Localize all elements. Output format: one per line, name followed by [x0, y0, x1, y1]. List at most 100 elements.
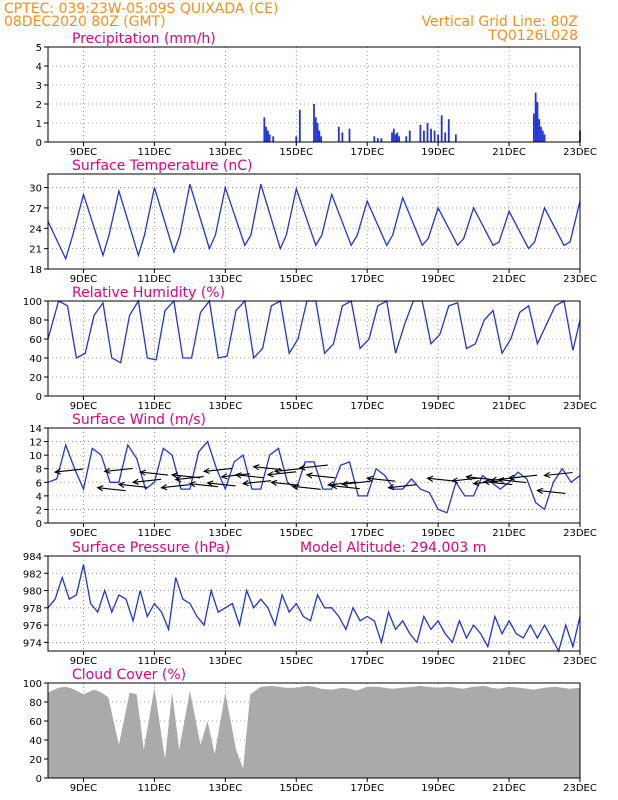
wind-arrow-head — [536, 487, 544, 495]
wind-xtick-label: 15DEC — [279, 528, 313, 539]
precip-xtick-label: 19DEC — [421, 147, 455, 158]
wind-arrow-head — [482, 479, 491, 486]
wind-ytick-label: 12 — [29, 438, 42, 449]
precip-bar — [405, 136, 408, 142]
wind-arrow — [104, 467, 133, 472]
wind-arrow — [175, 476, 204, 481]
temperature-panel: Surface Temperature (nC) 18 21 24 27 30 9DEC 11… — [29, 158, 597, 285]
cloud-xtick-label: 9DEC — [70, 783, 97, 794]
wind-arrow-head — [305, 472, 313, 479]
humidity-panel: Relative Humidity (%) 0 20 40 60 80 100 9DEC 11D… — [23, 285, 597, 412]
wind-arrow-head — [160, 484, 168, 491]
header-source-coords: CPTEC: 039:23W-05:09S QUIXADA (CE) — [4, 1, 279, 17]
precip-xtick-label: 9DEC — [70, 147, 97, 158]
wind-arrow — [544, 471, 573, 477]
wind-arrow — [367, 477, 396, 482]
precip-bar — [272, 136, 275, 142]
cloud-frame — [47, 682, 581, 779]
wind-arrow — [221, 473, 250, 478]
cloud-xtick-label: 13DEC — [208, 783, 242, 794]
wind-arrow — [452, 477, 481, 482]
temperature-xtick-label: 11DEC — [138, 274, 172, 285]
wind-arrow-head — [270, 479, 278, 486]
wind-arrow — [207, 482, 236, 487]
precip-bar — [430, 128, 432, 142]
precip-bar — [316, 123, 319, 142]
wind-ytick-label: 6 — [36, 478, 42, 489]
precip-bar — [376, 138, 379, 142]
wind-xtick-label: 9DEC — [70, 528, 97, 539]
wind-panel: Surface Wind (m/s) 0 2 4 6 8 10 12 14 9DEC 11DEC 13… — [29, 412, 597, 539]
precip-bar — [433, 130, 436, 142]
temperature-xtick-label: 15DEC — [279, 274, 313, 285]
precip-bar — [348, 128, 351, 142]
wind-arrow-head — [426, 475, 434, 482]
precip-bar — [541, 130, 544, 142]
precip-bar — [394, 134, 397, 142]
pressure-ytick-label: 984 — [23, 552, 42, 563]
pressure-xtick-label: 17DEC — [350, 656, 384, 667]
precip-bar — [314, 117, 317, 142]
precip-xtick-label: 15DEC — [279, 147, 313, 158]
header-run-time: 08DEC2020 80Z (GMT) — [4, 14, 166, 30]
wind-arrow — [427, 477, 456, 482]
humidity-xtick-label: 9DEC — [70, 401, 97, 412]
wind-arrow — [55, 468, 84, 473]
humidity-xtick-label: 23DEC — [563, 401, 597, 412]
precip-bar — [447, 119, 450, 142]
temperature-xtick-label: 19DEC — [421, 274, 455, 285]
humidity-ytick-label: 80 — [29, 316, 42, 327]
wind-arrow-head — [234, 472, 242, 479]
wind-ytick-label: 8 — [36, 465, 42, 476]
pressure-ytick-label: 982 — [23, 569, 42, 580]
wind-arrow — [484, 481, 513, 486]
cloud-ytick-label: 80 — [29, 698, 42, 709]
humidity-ytick-label: 40 — [29, 354, 42, 365]
temperature-line — [47, 184, 581, 261]
wind-arrow — [235, 474, 265, 479]
wind-arrow — [466, 476, 495, 481]
wind-arrow-head — [291, 483, 299, 490]
temperature-xtick-label: 21DEC — [492, 274, 526, 285]
wind-arrow — [331, 485, 360, 490]
pressure-xtick-label: 15DEC — [279, 656, 313, 667]
wind-arrow-head — [387, 484, 395, 491]
humidity-ytick-label: 60 — [29, 335, 42, 346]
cloud-xtick-label: 11DEC — [138, 783, 172, 794]
pressure-frame — [47, 555, 581, 652]
humidity-line — [47, 299, 581, 364]
precip-xtick-label: 21DEC — [492, 147, 526, 158]
precip-bar — [298, 109, 301, 142]
precip-bar — [538, 119, 541, 142]
wind-arrow-head — [298, 464, 306, 471]
humidity-xtick-label: 15DEC — [279, 401, 313, 412]
humidity-xtick-label: 17DEC — [350, 401, 384, 412]
humidity-ytick-label: 0 — [36, 392, 42, 403]
wind-frame — [47, 427, 581, 524]
precip-bar — [534, 92, 537, 142]
wind-arrow — [133, 478, 162, 483]
humidity-ytick-label: 20 — [29, 373, 42, 384]
wind-arrow — [97, 487, 126, 492]
humidity-xtick-label: 19DEC — [421, 401, 455, 412]
wind-arrow-head — [174, 475, 182, 483]
cloud-ytick-label: 100 — [23, 679, 42, 690]
temperature-ytick-label: 27 — [29, 204, 42, 215]
precip-bar — [440, 115, 443, 142]
pressure-ytick-label: 980 — [23, 587, 42, 598]
precip-bar — [444, 132, 447, 142]
pressure-xtick-label: 13DEC — [208, 656, 242, 667]
precip-frame — [47, 46, 581, 143]
wind-arrow-head — [365, 475, 373, 482]
precip-bar — [532, 113, 535, 142]
temperature-xtick-label: 17DEC — [350, 274, 384, 285]
precip-bar — [408, 130, 411, 142]
wind-arrow — [140, 471, 169, 476]
temperature-title: Surface Temperature (nC) — [72, 158, 253, 174]
precip-bar — [295, 136, 298, 142]
precip-bar — [454, 134, 457, 142]
wind-arrow — [189, 483, 218, 488]
wind-arrow — [388, 484, 417, 489]
precip-bar — [266, 130, 269, 142]
precip-bar — [391, 132, 393, 142]
